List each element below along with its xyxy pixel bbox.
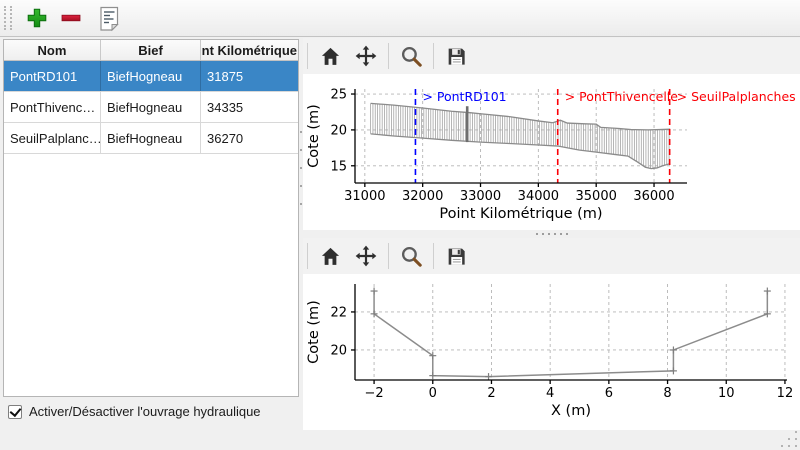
pan-icon bbox=[355, 45, 377, 67]
home-icon bbox=[321, 47, 339, 65]
tick-labels: 31000 32000 33000 34000 35000 36000 15 20 25 bbox=[330, 88, 674, 204]
cell-bief[interactable]: BiefHogneau bbox=[101, 92, 201, 122]
cross-section-chart-toolbar bbox=[303, 238, 800, 274]
svg-text:2: 2 bbox=[487, 386, 495, 401]
cell-pk[interactable]: 36270 bbox=[207, 130, 244, 146]
svg-text:20: 20 bbox=[330, 123, 347, 138]
enable-structure-checkbox[interactable] bbox=[8, 404, 22, 419]
svg-text:4: 4 bbox=[546, 386, 554, 401]
enable-structure-label[interactable]: Activer/Désactiver l'ouvrage hydraulique bbox=[29, 404, 261, 419]
y-axis-label: Cote (m) bbox=[306, 300, 322, 364]
svg-text:0: 0 bbox=[429, 386, 437, 401]
home-button[interactable] bbox=[315, 241, 345, 271]
zoom-icon bbox=[401, 246, 422, 267]
axes bbox=[351, 89, 687, 187]
home-icon bbox=[321, 247, 339, 265]
horizontal-splitter-handle[interactable] bbox=[303, 230, 800, 238]
toolbar-drag-handle[interactable] bbox=[4, 6, 12, 30]
annotation-label: > SeuilPalplanches bbox=[677, 89, 796, 104]
cell-nom[interactable]: SeuilPalplanc… bbox=[4, 123, 101, 153]
column-header-bief[interactable]: Bief bbox=[101, 40, 201, 60]
profile-boundaries bbox=[370, 102, 671, 170]
svg-text:33000: 33000 bbox=[460, 189, 501, 204]
cross-section-line bbox=[370, 287, 771, 381]
home-button[interactable] bbox=[315, 41, 345, 71]
table-header: Nom Bief Point Kilométrique bbox=[4, 40, 298, 61]
pan-button[interactable] bbox=[351, 241, 381, 271]
pan-button[interactable] bbox=[351, 41, 381, 71]
cross-section-canvas[interactable]: −2 0 2 4 6 8 10 12 20 22 X (m) Cote (m) bbox=[303, 274, 800, 430]
remove-icon bbox=[61, 14, 81, 22]
column-header-pk[interactable]: Point Kilométrique bbox=[201, 42, 297, 58]
save-button[interactable] bbox=[441, 41, 471, 71]
cell-nom[interactable]: PontThivenc… bbox=[4, 92, 101, 122]
toolbar-separator bbox=[388, 243, 389, 269]
table-row[interactable]: SeuilPalplanc… BiefHogneau 36270 bbox=[4, 123, 298, 154]
svg-text:8: 8 bbox=[663, 386, 671, 401]
toolbar-separator bbox=[433, 43, 434, 69]
longitudinal-profile-canvas[interactable]: > PontRD101 > PontThivencelle> SeuilPalpl… bbox=[303, 74, 800, 230]
annotation-label: > PontRD101 bbox=[422, 89, 506, 104]
copy-profile-button[interactable] bbox=[94, 3, 124, 33]
y-axis-label: Cote (m) bbox=[306, 104, 322, 168]
save-icon bbox=[448, 248, 465, 265]
x-axis-label: X (m) bbox=[551, 403, 591, 419]
svg-text:15: 15 bbox=[330, 159, 347, 174]
cell-pk[interactable]: 34335 bbox=[207, 99, 244, 115]
svg-text:20: 20 bbox=[330, 343, 347, 358]
size-grip[interactable] bbox=[778, 428, 798, 448]
main-toolbar bbox=[0, 0, 800, 37]
copy-profile-icon bbox=[100, 6, 119, 31]
longitudinal-profile-figure: > PontRD101 > PontThivencelle > SeuilPalpl… bbox=[303, 74, 800, 230]
svg-text:6: 6 bbox=[605, 386, 613, 401]
svg-text:35000: 35000 bbox=[576, 189, 617, 204]
table-row[interactable]: PontRD101 BiefHogneau 31875 bbox=[4, 61, 298, 92]
add-structure-button[interactable] bbox=[22, 3, 52, 33]
cell-bief[interactable]: BiefHogneau bbox=[101, 61, 201, 91]
pan-icon bbox=[355, 245, 377, 267]
cross-section-figure: −2 0 2 4 6 8 10 12 20 22 X (m) Cote (m) bbox=[303, 274, 800, 430]
zoom-button[interactable] bbox=[396, 241, 426, 271]
svg-text:31000: 31000 bbox=[344, 189, 385, 204]
save-icon bbox=[448, 48, 465, 65]
table-row[interactable]: PontThivenc… BiefHogneau 34335 bbox=[4, 92, 298, 123]
cell-bief[interactable]: BiefHogneau bbox=[101, 123, 201, 153]
tick-labels: −2 0 2 4 6 8 10 12 20 22 bbox=[330, 305, 793, 401]
save-button[interactable] bbox=[441, 241, 471, 271]
toolbar-separator bbox=[307, 243, 308, 269]
profile-chart-toolbar bbox=[303, 38, 800, 74]
charts-panel: > PontRD101 > PontThivencelle > SeuilPalpl… bbox=[303, 37, 800, 450]
axes bbox=[351, 284, 787, 384]
cell-pk[interactable]: 31875 bbox=[207, 68, 244, 84]
svg-text:−2: −2 bbox=[364, 386, 383, 401]
column-header-nom[interactable]: Nom bbox=[4, 40, 101, 60]
profile-hatch bbox=[370, 103, 670, 169]
svg-text:22: 22 bbox=[330, 305, 347, 320]
annotation-label: > PontThivencelle bbox=[565, 89, 679, 104]
zoom-button[interactable] bbox=[396, 41, 426, 71]
svg-text:10: 10 bbox=[718, 386, 735, 401]
svg-text:34000: 34000 bbox=[518, 189, 559, 204]
remove-structure-button[interactable] bbox=[56, 3, 86, 33]
cell-nom[interactable]: PontRD101 bbox=[4, 61, 101, 91]
svg-text:36000: 36000 bbox=[633, 189, 674, 204]
vertical-splitter-handle[interactable] bbox=[299, 39, 303, 397]
structures-table: Nom Bief Point Kilométrique PontRD101 Bi… bbox=[3, 39, 299, 397]
zoom-icon bbox=[401, 46, 422, 67]
svg-text:32000: 32000 bbox=[402, 189, 443, 204]
toolbar-separator bbox=[388, 43, 389, 69]
svg-text:25: 25 bbox=[330, 88, 347, 103]
svg-text:12: 12 bbox=[777, 386, 794, 401]
enable-structure-row: Activer/Désactiver l'ouvrage hydraulique bbox=[8, 404, 261, 419]
toolbar-separator bbox=[307, 43, 308, 69]
add-icon bbox=[27, 8, 47, 28]
toolbar-separator bbox=[433, 243, 434, 269]
x-axis-label: Point Kilométrique (m) bbox=[439, 206, 602, 222]
